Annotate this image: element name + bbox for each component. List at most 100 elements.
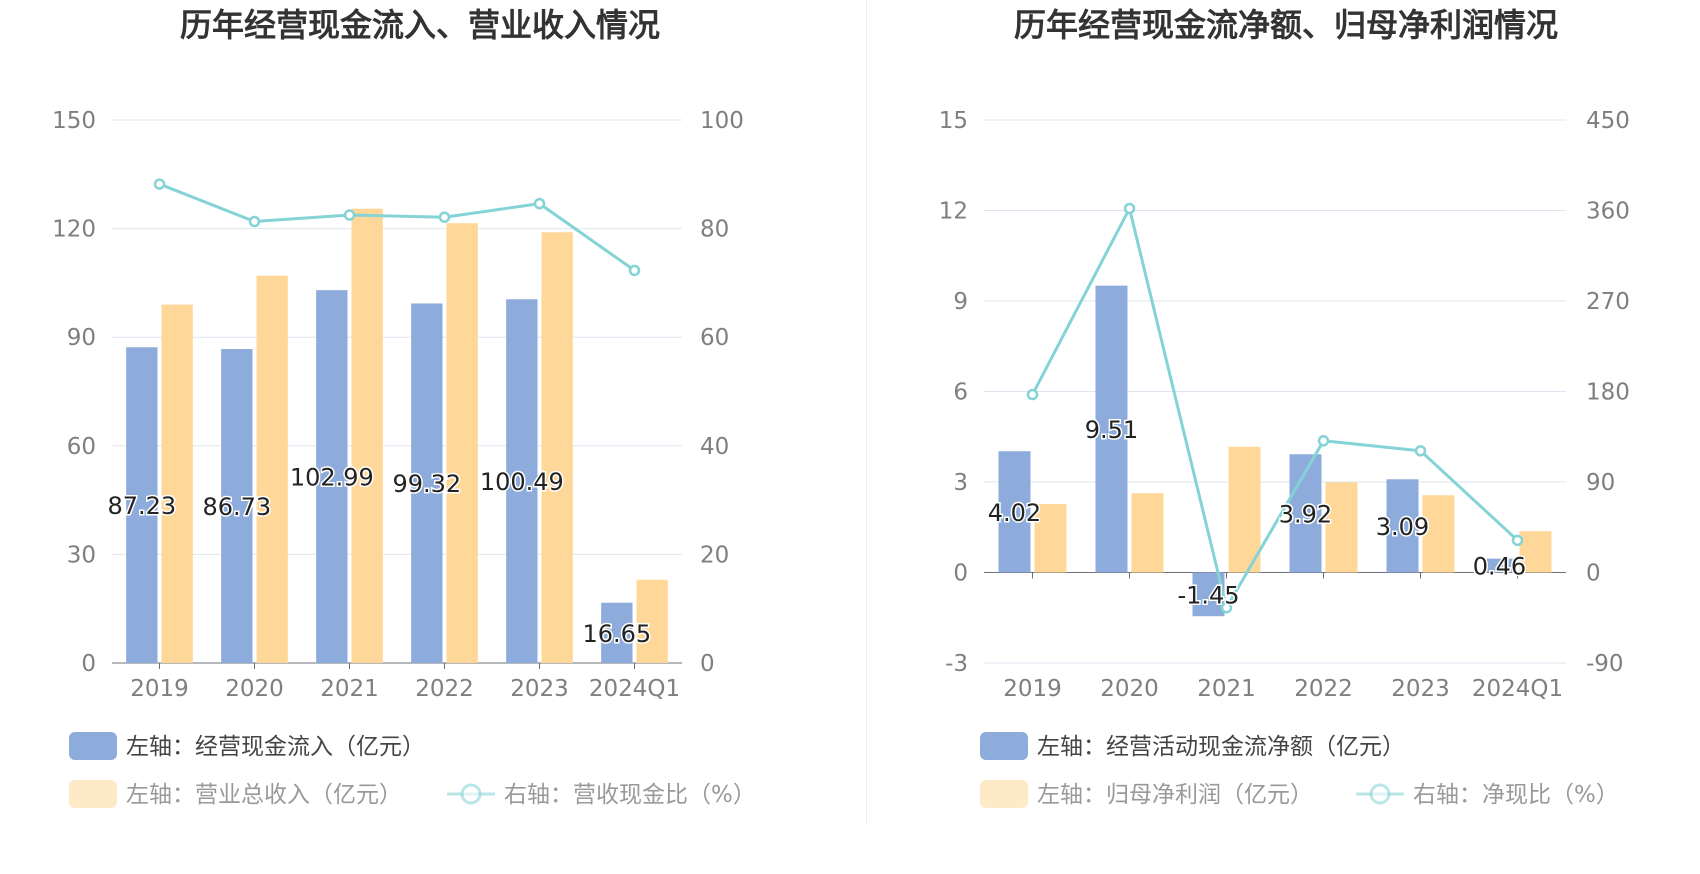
legend-swatch-营业总收入 (69, 780, 117, 808)
left-axis-tick: 60 (67, 434, 96, 460)
data-label: -1.45 (1177, 581, 1239, 609)
point-净现比-2021 (1220, 601, 1233, 614)
bar-归母净利润-2023 (1422, 495, 1455, 573)
bar-营业总收入-2021 (351, 208, 383, 663)
bar-归母净利润-2020 (1131, 493, 1164, 573)
right-axis-tick: 270 (1586, 289, 1630, 315)
point-净现比-2020 (1123, 202, 1136, 215)
legend-label: 左轴：经营现金流入（亿元） (126, 734, 425, 760)
right-axis-tick: 80 (700, 217, 729, 243)
data-label: 9.51 (1085, 416, 1138, 444)
bar-经营现金流入-2022 (411, 303, 443, 663)
right-axis-tick: 20 (700, 542, 729, 568)
right-axis-tick: 100 (700, 108, 744, 134)
point-净现比-2023 (1414, 445, 1427, 457)
right-axis-tick: 0 (1586, 561, 1601, 587)
bar-营业总收入-2020 (256, 275, 288, 663)
data-label: 102.99 (290, 464, 374, 492)
legend-label: 右轴：营收现金比（%） (504, 782, 756, 808)
bar-归母净利润-2019 (1034, 504, 1067, 573)
bar-经营活动现金流净额-2024Q1 (1483, 558, 1516, 573)
right-axis-tick: 360 (1586, 199, 1630, 225)
bar-归母净利润-2024Q1 (1519, 531, 1552, 573)
right-chart: 历年经营现金流净额、归母净利润情况 -3 0 3 6 9 12 15 -90 0 90 180 270 3… (939, 6, 1630, 808)
right-axis-tick: 450 (1586, 108, 1630, 134)
data-label: 4.02 (988, 499, 1041, 527)
left-axis-tick: 90 (67, 325, 96, 351)
left-axis-tick: 150 (52, 108, 96, 134)
line-净现比 (1031, 204, 1519, 612)
bar-营业总收入-2023 (541, 232, 573, 663)
legend-marker-营收现金比 (460, 783, 482, 805)
legend-swatch-经营现金流入 (69, 732, 117, 760)
bar-经营活动现金流净额-2023 (1386, 479, 1419, 573)
legend-swatch-归母净利润 (980, 780, 1028, 808)
legend-marker-净现比 (1369, 783, 1391, 805)
point-营收现金比-2021 (343, 209, 356, 221)
left-chart-panel: 历年经营现金流入、营业收入情况 0 30 60 90 120 150 0 20 40 60 80 100… (52, 6, 756, 808)
bar-经营现金流入-2021 (316, 290, 348, 663)
legend-swatch-经营活动现金流净额 (980, 732, 1028, 760)
data-label: 3.92 (1279, 500, 1332, 528)
right-chart-panel: 历年经营现金流净额、归母净利润情况 -3 0 3 6 9 12 15 -90 0 90 180 270 3… (866, 0, 1700, 874)
x-axis-label: 2021 (1197, 676, 1256, 702)
left-axis-tick: 120 (52, 217, 96, 243)
data-label: 99.32 (392, 470, 461, 498)
left-axis-tick: -3 (945, 651, 968, 677)
x-axis-label: 2024Q1 (589, 676, 680, 702)
right-axis-tick: -90 (1586, 651, 1624, 677)
line-营收现金比 (158, 182, 636, 272)
x-axis-label: 2023 (510, 676, 569, 702)
right-axis-tick: 90 (1586, 470, 1615, 496)
panel-divider (866, 0, 867, 825)
x-axis-label: 2020 (225, 676, 284, 702)
left-axis-tick: 15 (939, 108, 968, 134)
point-营收现金比-2023 (533, 197, 546, 210)
bar-经营现金流入-2019 (126, 347, 158, 663)
point-净现比-2022 (1317, 435, 1330, 447)
legend-label: 左轴：经营活动现金流净额（亿元） (1037, 734, 1405, 760)
x-axis-label: 2022 (415, 676, 474, 702)
left-axis-tick: 9 (953, 289, 968, 315)
left-axis-tick: 12 (939, 199, 968, 225)
point-营收现金比-2019 (153, 178, 166, 190)
bar-营业总收入-2024Q1 (636, 579, 668, 663)
left-axis-tick: 0 (81, 651, 96, 677)
point-营收现金比-2022 (438, 211, 451, 223)
left-chart: 历年经营现金流入、营业收入情况 0 30 60 90 120 150 0 20 40 60 80 100… (52, 6, 756, 808)
data-label: 87.23 (107, 492, 176, 520)
x-axis-label: 2019 (1003, 676, 1062, 702)
left-axis-tick: 6 (953, 380, 968, 406)
bar-经营现金流入-2023 (506, 299, 538, 663)
legend-label: 左轴：营业总收入（亿元） (126, 782, 402, 808)
left-axis-tick: 0 (953, 561, 968, 587)
right-axis-tick: 60 (700, 325, 729, 351)
right-axis-tick: 40 (700, 434, 729, 460)
legend-label: 左轴：归母净利润（亿元） (1037, 782, 1313, 808)
bar-营业总收入-2019 (161, 304, 193, 663)
bar-营业总收入-2022 (446, 223, 478, 664)
chart-title: 历年经营现金流入、营业收入情况 (180, 6, 660, 44)
x-axis-label: 2023 (1391, 676, 1450, 702)
x-axis-label: 2021 (320, 676, 379, 702)
data-label: 0.46 (1473, 553, 1526, 581)
legend-label: 右轴：净现比（%） (1413, 782, 1619, 808)
right-axis-tick: 180 (1586, 380, 1630, 406)
data-label: 100.49 (480, 468, 564, 496)
left-axis-tick: 3 (953, 470, 968, 496)
x-axis-label: 2022 (1294, 676, 1353, 702)
bar-经营活动现金流净额-2020 (1095, 285, 1128, 573)
x-axis-label: 2024Q1 (1472, 676, 1563, 702)
bar-经营现金流入-2020 (221, 349, 253, 663)
x-axis-label: 2019 (130, 676, 189, 702)
bar-归母净利润-2022 (1325, 482, 1358, 573)
bar-经营现金流入-2024Q1 (601, 602, 633, 663)
point-营收现金比-2024Q1 (628, 264, 641, 277)
data-label: 3.09 (1376, 513, 1429, 541)
data-label: 16.65 (582, 620, 651, 648)
point-净现比-2024Q1 (1511, 534, 1524, 547)
point-净现比-2019 (1026, 388, 1039, 401)
data-label: 86.73 (202, 493, 271, 521)
chart-title: 历年经营现金流净额、归母净利润情况 (1014, 6, 1558, 44)
left-axis-tick: 30 (67, 542, 96, 568)
